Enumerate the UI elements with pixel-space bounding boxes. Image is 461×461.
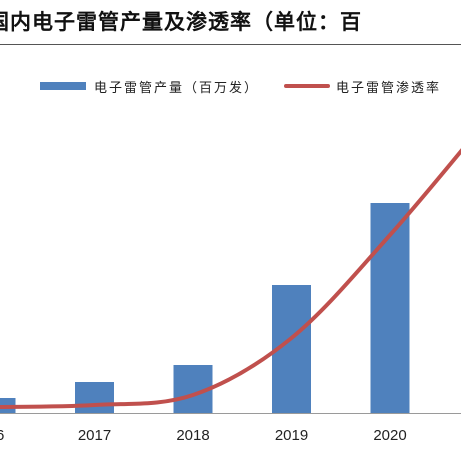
x-tick-label-2017: 2017 bbox=[78, 427, 111, 444]
line-point-2018 bbox=[192, 394, 194, 396]
chart-title: 国内电子雷管产量及渗透率（单位：百 bbox=[0, 9, 362, 34]
line-point-2020 bbox=[389, 234, 391, 236]
legend-label-penetration: 电子雷管渗透率 bbox=[336, 80, 442, 96]
x-tick-label-2018: 2018 bbox=[176, 427, 209, 444]
line-series bbox=[0, 148, 461, 409]
legend: 电子雷管产量（百万发） 电子雷管渗透率 bbox=[0, 76, 461, 96]
legend-line-swatch bbox=[284, 84, 330, 88]
title-divider bbox=[0, 44, 461, 45]
x-tick-label-2019: 2019 bbox=[275, 427, 308, 444]
line-point-2017 bbox=[94, 404, 95, 406]
x-tick-label-2020: 2020 bbox=[373, 427, 406, 444]
x-tick-label-2016: 16 bbox=[0, 427, 4, 444]
legend-item-penetration: 电子雷管渗透率 bbox=[284, 76, 441, 96]
bar-series bbox=[0, 203, 410, 413]
line-point-2019 bbox=[291, 337, 292, 339]
legend-item-production: 电子雷管产量（百万发） bbox=[40, 76, 259, 96]
legend-bar-swatch bbox=[40, 82, 86, 90]
legend-label-production: 电子雷管产量（百万发） bbox=[94, 80, 260, 96]
bar-2017 bbox=[75, 382, 114, 413]
x-axis-ticks: 16 2017 2018 2019 2020 bbox=[0, 427, 407, 444]
